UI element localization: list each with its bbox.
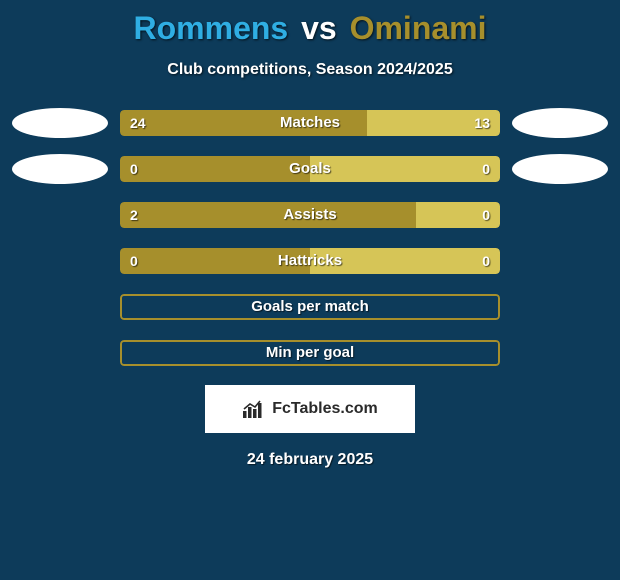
vs-text: vs <box>301 10 337 46</box>
val-right: 0 <box>472 253 500 269</box>
val-right: 0 <box>472 161 500 177</box>
bar-left: 24 <box>120 110 367 136</box>
bar-track: 0 0 Goals <box>120 156 500 182</box>
avatar-slot-left <box>10 201 110 229</box>
bar-left: 0 <box>120 156 310 182</box>
avatar-slot-right <box>510 293 610 321</box>
val-left: 24 <box>120 115 156 131</box>
bar-track: 24 13 Matches <box>120 110 500 136</box>
val-left: 0 <box>120 253 148 269</box>
avatar-slot-left <box>10 293 110 321</box>
stat-row-matches: 24 13 Matches <box>10 109 610 137</box>
val-left: 0 <box>120 161 148 177</box>
stat-row-gpm: Goals per match <box>10 293 610 321</box>
avatar-slot-right <box>510 247 610 275</box>
bar-track: 0 0 Hattricks <box>120 248 500 274</box>
bar-left: 2 <box>120 202 416 228</box>
stat-row-hattricks: 0 0 Hattricks <box>10 247 610 275</box>
player-right-name: Ominami <box>350 10 487 46</box>
val-right: 0 <box>472 207 500 223</box>
bar-track: 2 0 Assists <box>120 202 500 228</box>
bar-right: 0 <box>310 248 500 274</box>
bar-border <box>120 340 500 366</box>
bar-right: 13 <box>367 110 500 136</box>
chart-area: 24 13 Matches 0 0 Go <box>0 109 620 367</box>
player-left-name: Rommens <box>134 10 289 46</box>
avatar-slot-right <box>510 109 610 137</box>
stat-row-mpg: Min per goal <box>10 339 610 367</box>
avatar-slot-left <box>10 247 110 275</box>
title-row: Rommens vs Ominami <box>0 10 620 47</box>
avatar-slot-left <box>10 109 110 137</box>
avatar-slot-left <box>10 155 110 183</box>
fctables-badge: FcTables.com <box>205 385 415 433</box>
chart-icon <box>242 399 266 419</box>
bar-border <box>120 294 500 320</box>
avatar-slot-right <box>510 155 610 183</box>
stat-row-goals: 0 0 Goals <box>10 155 610 183</box>
val-right: 13 <box>464 115 500 131</box>
avatar-left <box>12 108 108 138</box>
avatar-right <box>512 108 608 138</box>
avatar-slot-left <box>10 339 110 367</box>
bar-left: 0 <box>120 248 310 274</box>
bar-track: Goals per match <box>120 294 500 320</box>
avatar-slot-right <box>510 201 610 229</box>
avatar-slot-right <box>510 339 610 367</box>
comparison-infographic: Rommens vs Ominami Club competitions, Se… <box>0 0 620 580</box>
date-text: 24 february 2025 <box>0 451 620 469</box>
subtitle: Club competitions, Season 2024/2025 <box>0 61 620 79</box>
bar-track: Min per goal <box>120 340 500 366</box>
bar-right: 0 <box>416 202 500 228</box>
val-left: 2 <box>120 207 148 223</box>
avatar-right <box>512 154 608 184</box>
avatar-left <box>12 154 108 184</box>
badge-text: FcTables.com <box>272 400 378 418</box>
bar-right: 0 <box>310 156 500 182</box>
stat-row-assists: 2 0 Assists <box>10 201 610 229</box>
